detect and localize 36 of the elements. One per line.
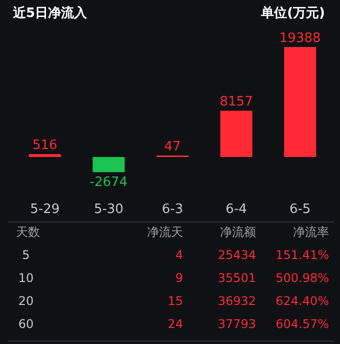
bar [220, 110, 252, 157]
text: 25434 [218, 248, 256, 262]
text: 36932 [218, 294, 256, 308]
category-label: 净流率 [293, 225, 329, 239]
text: 单位(万元) [260, 5, 325, 21]
data-label: 8157 [220, 94, 253, 110]
text: 35501 [218, 271, 256, 285]
x-tick-label: 6-4 [226, 202, 247, 217]
data-label: -2674 [90, 175, 128, 190]
text: 9 [175, 271, 183, 285]
text: 10 [18, 271, 34, 285]
text: 24 [168, 317, 183, 331]
text: 5 [22, 248, 30, 262]
text: 604.57% [276, 317, 329, 331]
x-tick-label: 5-30 [94, 202, 124, 217]
text: 151.41% [276, 248, 329, 262]
bar [284, 47, 316, 157]
text: 624.40% [276, 294, 329, 308]
category-label: 净流天 [147, 225, 183, 239]
category-label: 净流额 [220, 225, 256, 239]
chart-title: 近5日净流入 [12, 5, 88, 21]
category-label: 天数 [16, 225, 40, 239]
x-tick-label: 6-3 [162, 202, 184, 217]
data-label: 47 [164, 140, 181, 154]
text: 15 [168, 294, 183, 308]
text: 4 [175, 248, 183, 262]
data-label: 19388 [279, 31, 321, 46]
bar [28, 154, 61, 157]
x-tick-label: 5-29 [30, 202, 60, 217]
data-label: 516 [32, 138, 58, 154]
text: 500.98% [276, 271, 329, 285]
bar [92, 157, 125, 172]
text: 20 [18, 294, 34, 308]
text: 60 [18, 317, 34, 331]
text: 37793 [218, 317, 256, 331]
x-tick-label: 6-5 [289, 202, 311, 217]
